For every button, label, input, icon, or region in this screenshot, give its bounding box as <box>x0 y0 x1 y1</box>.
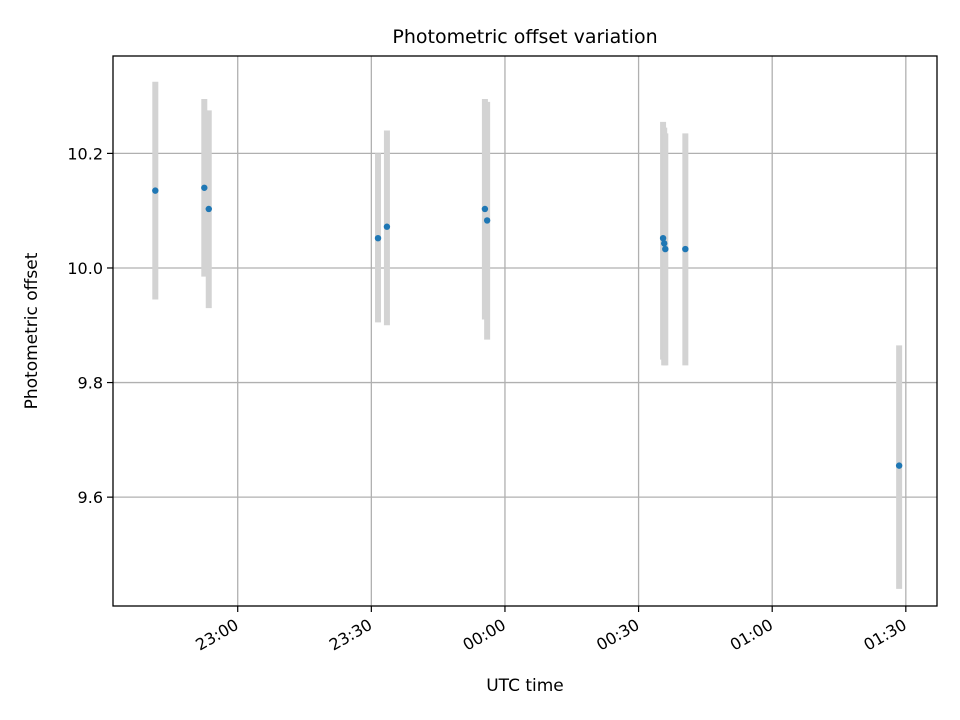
data-point <box>662 245 669 253</box>
data-point <box>483 217 491 224</box>
y-axis-label: Photometric offset <box>22 252 42 409</box>
data-point <box>201 184 208 191</box>
data-point <box>660 240 668 247</box>
plot-frame <box>112 55 938 607</box>
data-point <box>682 245 689 253</box>
data-point <box>152 187 159 194</box>
data-point <box>659 234 667 242</box>
y-tick-label: 9.8 <box>78 374 103 393</box>
y-tick-label: 9.6 <box>78 488 103 507</box>
data-point <box>895 462 903 469</box>
data-point <box>383 223 391 230</box>
y-axis-ticks: 9.6 9.8 10.0 10.2 <box>67 144 113 507</box>
x-axis-label: UTC time <box>486 676 564 696</box>
grid <box>113 56 937 606</box>
y-tick-label: 10.2 <box>67 144 103 163</box>
y-tick-label: 10.0 <box>67 259 103 278</box>
chart-title: Photometric offset variation <box>392 26 657 48</box>
data-point <box>205 205 212 213</box>
data-points <box>152 184 903 469</box>
data-point <box>374 234 382 242</box>
data-point <box>481 205 489 213</box>
